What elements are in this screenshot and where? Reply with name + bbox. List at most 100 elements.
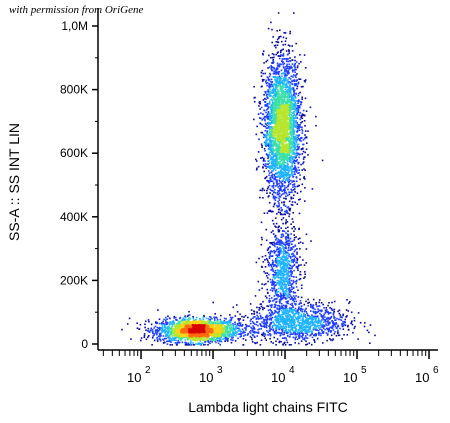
data-point (143, 336, 146, 338)
data-point (266, 139, 269, 142)
data-point (348, 302, 350, 305)
data-point (294, 298, 297, 300)
data-point (296, 131, 298, 133)
data-point (286, 243, 288, 246)
data-point (299, 248, 301, 250)
data-point (275, 317, 277, 319)
data-point (278, 165, 281, 168)
data-point (272, 147, 274, 150)
data-point (287, 294, 289, 297)
data-point (279, 298, 281, 301)
data-point (292, 126, 295, 128)
data-point (267, 67, 269, 69)
data-point (285, 74, 287, 76)
data-point (269, 166, 272, 168)
data-point (211, 338, 214, 340)
data-point (273, 101, 276, 104)
data-point (292, 79, 295, 82)
data-point (366, 329, 369, 332)
data-point (265, 82, 268, 85)
data-point (272, 113, 274, 116)
data-point (304, 331, 306, 334)
data-point (280, 307, 282, 309)
data-point (298, 92, 300, 95)
data-point (286, 315, 289, 318)
data-point (285, 313, 288, 315)
data-point (295, 42, 297, 45)
data-point (307, 298, 309, 301)
data-point (167, 325, 169, 328)
data-point (272, 141, 274, 143)
data-point (263, 321, 265, 324)
data-point (274, 149, 276, 152)
data-point (267, 145, 270, 148)
data-point (332, 312, 335, 315)
data-point (235, 325, 238, 328)
data-point (292, 245, 295, 248)
data-point (263, 170, 265, 173)
data-point (294, 56, 296, 58)
data-point (265, 111, 267, 114)
data-point (280, 317, 283, 320)
data-point (162, 330, 164, 333)
data-point (297, 289, 299, 291)
data-point (314, 319, 317, 321)
data-point (237, 337, 239, 340)
data-point (281, 85, 283, 88)
data-point (279, 323, 282, 326)
data-point (304, 187, 306, 189)
data-point (310, 343, 313, 346)
data-point (276, 96, 279, 98)
data-point (304, 130, 307, 132)
data-point (281, 233, 283, 235)
data-point (269, 314, 271, 317)
data-point (238, 328, 241, 330)
data-point (322, 317, 324, 320)
data-point (274, 315, 277, 318)
data-point (291, 272, 293, 275)
data-point (282, 58, 285, 60)
data-point (216, 337, 219, 340)
data-point (274, 169, 277, 171)
data-point (286, 157, 289, 159)
data-point (301, 153, 304, 155)
data-point (251, 341, 254, 343)
data-point (203, 314, 205, 317)
data-point (277, 273, 280, 275)
data-point (263, 335, 266, 337)
data-point (298, 146, 300, 148)
data-point (369, 342, 371, 344)
data-point (286, 177, 288, 180)
data-point (267, 315, 269, 318)
data-point (290, 295, 292, 298)
data-point (286, 91, 288, 93)
data-point (285, 154, 287, 156)
data-point (322, 331, 325, 333)
data-point (298, 172, 300, 174)
data-point (274, 108, 276, 111)
data-point (291, 157, 294, 160)
data-point (296, 105, 299, 107)
data-point (274, 138, 276, 140)
data-point (280, 97, 282, 100)
data-point (289, 138, 292, 140)
data-point (264, 72, 266, 75)
data-point (333, 308, 336, 311)
data-point (276, 30, 278, 32)
data-point (273, 103, 276, 105)
data-point (284, 329, 286, 332)
data-point (262, 163, 265, 166)
data-point (269, 91, 271, 93)
data-point (277, 208, 280, 211)
data-point (291, 63, 294, 65)
data-point (272, 263, 274, 266)
data-point (266, 179, 268, 182)
data-point (273, 67, 275, 69)
data-point (213, 338, 216, 341)
data-point (189, 318, 192, 320)
data-point (267, 155, 269, 157)
data-point (272, 273, 275, 276)
data-point (301, 317, 304, 320)
data-point (173, 317, 175, 319)
data-point (287, 156, 290, 159)
